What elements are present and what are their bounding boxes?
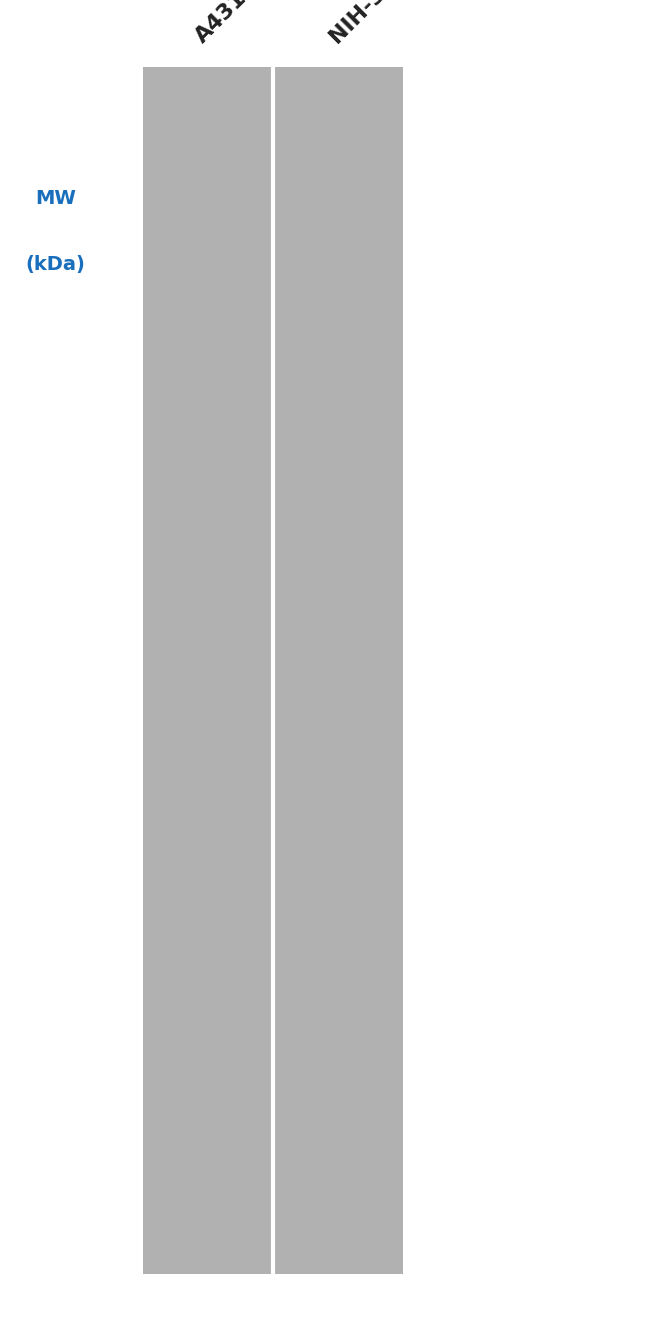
Text: (kDa): (kDa): [25, 255, 85, 274]
Text: NIH-3T3: NIH-3T3: [326, 0, 411, 47]
Bar: [143, 67, 270, 1274]
Text: MW: MW: [35, 189, 75, 208]
Bar: [276, 67, 403, 1274]
Text: A431: A431: [192, 0, 251, 47]
